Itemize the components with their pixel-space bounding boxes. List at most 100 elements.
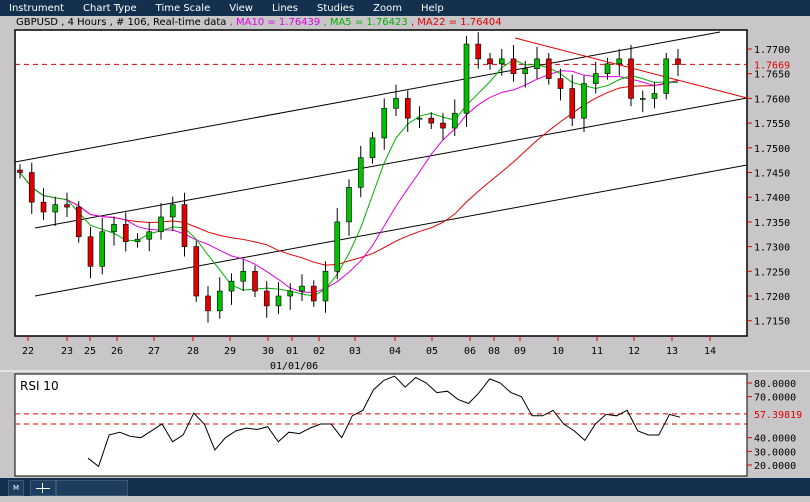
candle-body [322,270,329,302]
candle [216,277,223,319]
candle-body [111,224,117,233]
ma5-line [19,59,679,297]
candle-body [252,270,258,292]
lower-channel-line[interactable] [34,164,748,297]
menu-instrument[interactable]: Instrument [9,2,65,14]
candle-body [675,58,681,65]
candle [369,131,376,164]
x-tick-label: 28 [187,346,199,357]
candle [146,221,153,252]
candle-body [616,58,623,65]
price-plot-area[interactable] [14,29,748,337]
candle-body [299,285,305,292]
candle [440,113,446,140]
x-tick-label: 26 [111,346,123,357]
y-tick-label: 1.7400 [754,193,790,204]
candle-body [487,58,493,65]
candle [381,98,388,150]
menu-help[interactable]: Help [420,2,444,14]
candle [40,188,47,220]
mode-button[interactable]: M [8,480,24,496]
candle [346,179,352,236]
candle [28,162,35,214]
candle [193,240,200,302]
candle [111,216,117,246]
candle [134,233,141,248]
bar-count: # 106 [115,17,147,28]
menu-zoom[interactable]: Zoom [373,2,402,14]
candle [534,47,540,79]
menu-chart-type[interactable]: Chart Type [83,2,137,14]
symbol: GBPUSD [16,17,59,28]
crosshair-icon [36,483,50,493]
candle-body [287,290,294,297]
candle-body [475,43,482,60]
candle-body [64,204,70,208]
chart-canvas[interactable]: 1.7700 1.7650 1.7600 1.7550 1.7500 1.7450 1.74… [0,0,810,478]
candle [569,74,576,127]
trend-lines [14,31,748,297]
candle [404,90,411,132]
rsi-tick-label: 30.0000 [754,447,796,458]
candle [263,281,270,318]
candle-body [557,78,564,89]
candle [616,49,623,76]
candle [451,99,458,136]
candle-body [428,117,435,124]
candle [428,112,435,130]
rsi-tick-label: 80.0000 [754,379,796,390]
current-price-label: 1.7669 [754,60,790,71]
rsi-current-label: 57.39819 [754,410,802,421]
candle-body [346,187,352,223]
candle-body [87,236,94,267]
menu-lines[interactable]: Lines [271,2,299,14]
y-tick-label: 1.7150 [754,317,790,328]
crosshair-button[interactable] [30,480,56,496]
candle [604,57,611,80]
candle-body [440,122,446,129]
x-tick-label: 30 [262,346,274,357]
candle [581,75,587,132]
rsi-tick-label: 20.0000 [754,461,796,472]
candle [487,52,493,70]
candle-body [240,270,247,282]
x-tick-label: 10 [552,346,564,357]
menu-studies[interactable]: Studies [317,2,355,14]
y-tick-label: 1.7550 [754,119,790,130]
y-tick-label: 1.7500 [754,144,790,155]
candle [181,192,188,257]
candle-body [134,238,141,242]
candle-body [651,93,658,99]
x-tick-label: 29 [224,346,236,357]
candle [310,280,317,307]
candle-body [369,137,376,158]
y-tick-label: 1.7250 [754,267,790,278]
rsi-title: RSI 10 [20,379,59,393]
candle [475,32,482,69]
candle [663,52,670,100]
x-tick-label: 06 [464,346,476,357]
y-tick-label: 1.7450 [754,169,790,180]
rsi-plot-area[interactable] [14,373,748,477]
timeframe: 4 Hours [67,17,107,28]
menu-time-scale[interactable]: Time Scale [155,2,211,14]
candle-body [639,98,646,100]
upper-channel-line[interactable] [14,31,721,163]
candle-body [592,73,599,84]
x-tick-label: 12 [628,346,640,357]
candle [299,274,305,301]
candle [169,196,176,231]
x-tick-label: 13 [666,346,678,357]
candle-body [216,290,223,312]
y-tick-label: 1.7350 [754,218,790,229]
x-tick-label: 08 [488,346,500,357]
candle [158,203,164,240]
menu-view[interactable]: View [229,2,253,14]
middle-channel-line[interactable] [34,97,748,229]
ma5-value: MA5 = 1.76423 [329,17,408,28]
candle-body [193,246,200,297]
candle-body [228,280,235,292]
candle-body [146,231,153,240]
ma10-line [19,70,679,294]
candle [639,90,646,113]
